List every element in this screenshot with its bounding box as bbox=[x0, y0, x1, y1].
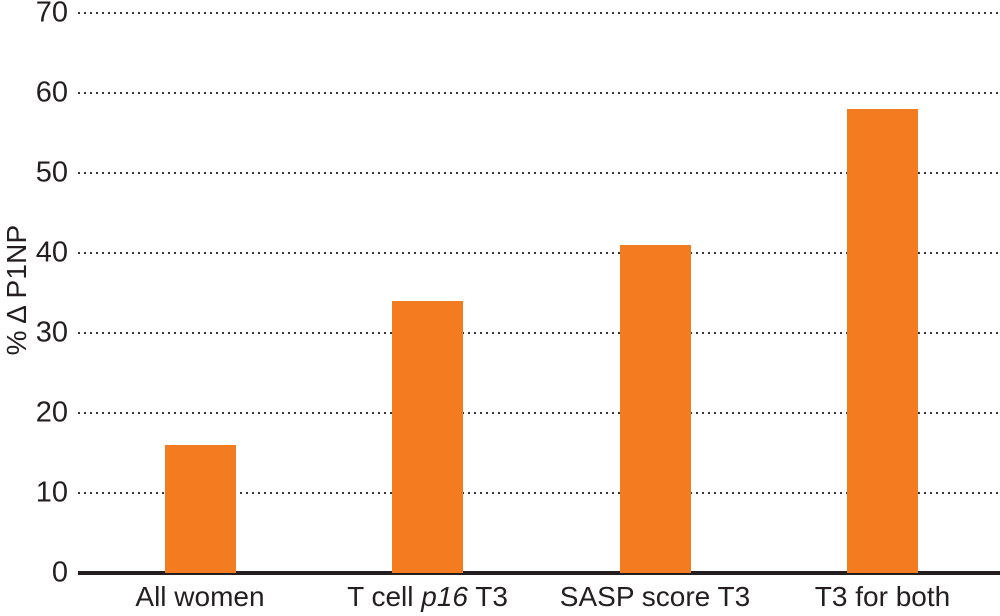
y-tick-label: 70 bbox=[35, 0, 68, 29]
y-tick-label: 20 bbox=[35, 396, 68, 429]
x-category-label-text: SASP score T3 bbox=[559, 581, 751, 612]
bar-1 bbox=[164, 445, 236, 573]
y-tick-label: 0 bbox=[51, 556, 68, 589]
gridline-y-60 bbox=[78, 92, 1000, 94]
x-category-label-text: T3 for both bbox=[814, 581, 951, 612]
x-axis-category-labels: All women T cell p16 T3 SASP score T3 T3 fo… bbox=[78, 583, 1000, 616]
x-category-label: T cell p16 T3 bbox=[347, 583, 508, 611]
y-tick-label: 60 bbox=[35, 76, 68, 109]
x-category-label: SASP score T3 bbox=[560, 583, 750, 611]
bar-3 bbox=[619, 245, 691, 573]
x-category-label-italic-text: p16 bbox=[421, 581, 468, 612]
plot-area bbox=[78, 12, 1000, 575]
gridline-y-20 bbox=[78, 412, 1000, 414]
y-tick-label: 30 bbox=[35, 316, 68, 349]
x-category-label-text: T cell bbox=[347, 581, 422, 612]
bar-4 bbox=[847, 109, 918, 573]
y-tick-label: 50 bbox=[35, 156, 68, 189]
x-category-label: All women bbox=[135, 583, 264, 611]
bar-2 bbox=[392, 301, 463, 573]
gridline-y-70 bbox=[78, 12, 1000, 14]
gridline-y-50 bbox=[78, 172, 1000, 174]
x-category-label-text: All women bbox=[135, 581, 265, 612]
gridline-y-30 bbox=[78, 332, 1000, 334]
y-tick-label: 40 bbox=[35, 236, 68, 269]
x-category-label: T3 for both bbox=[815, 583, 950, 611]
y-tick-label: 10 bbox=[35, 476, 68, 509]
y-axis-tick-labels: 0 10 20 30 40 50 60 70 bbox=[0, 0, 68, 587]
x-category-label-text: T3 bbox=[467, 581, 508, 612]
x-axis-line bbox=[78, 571, 1000, 575]
gridline-y-10 bbox=[78, 492, 1000, 494]
gridline-y-40 bbox=[78, 252, 1000, 254]
